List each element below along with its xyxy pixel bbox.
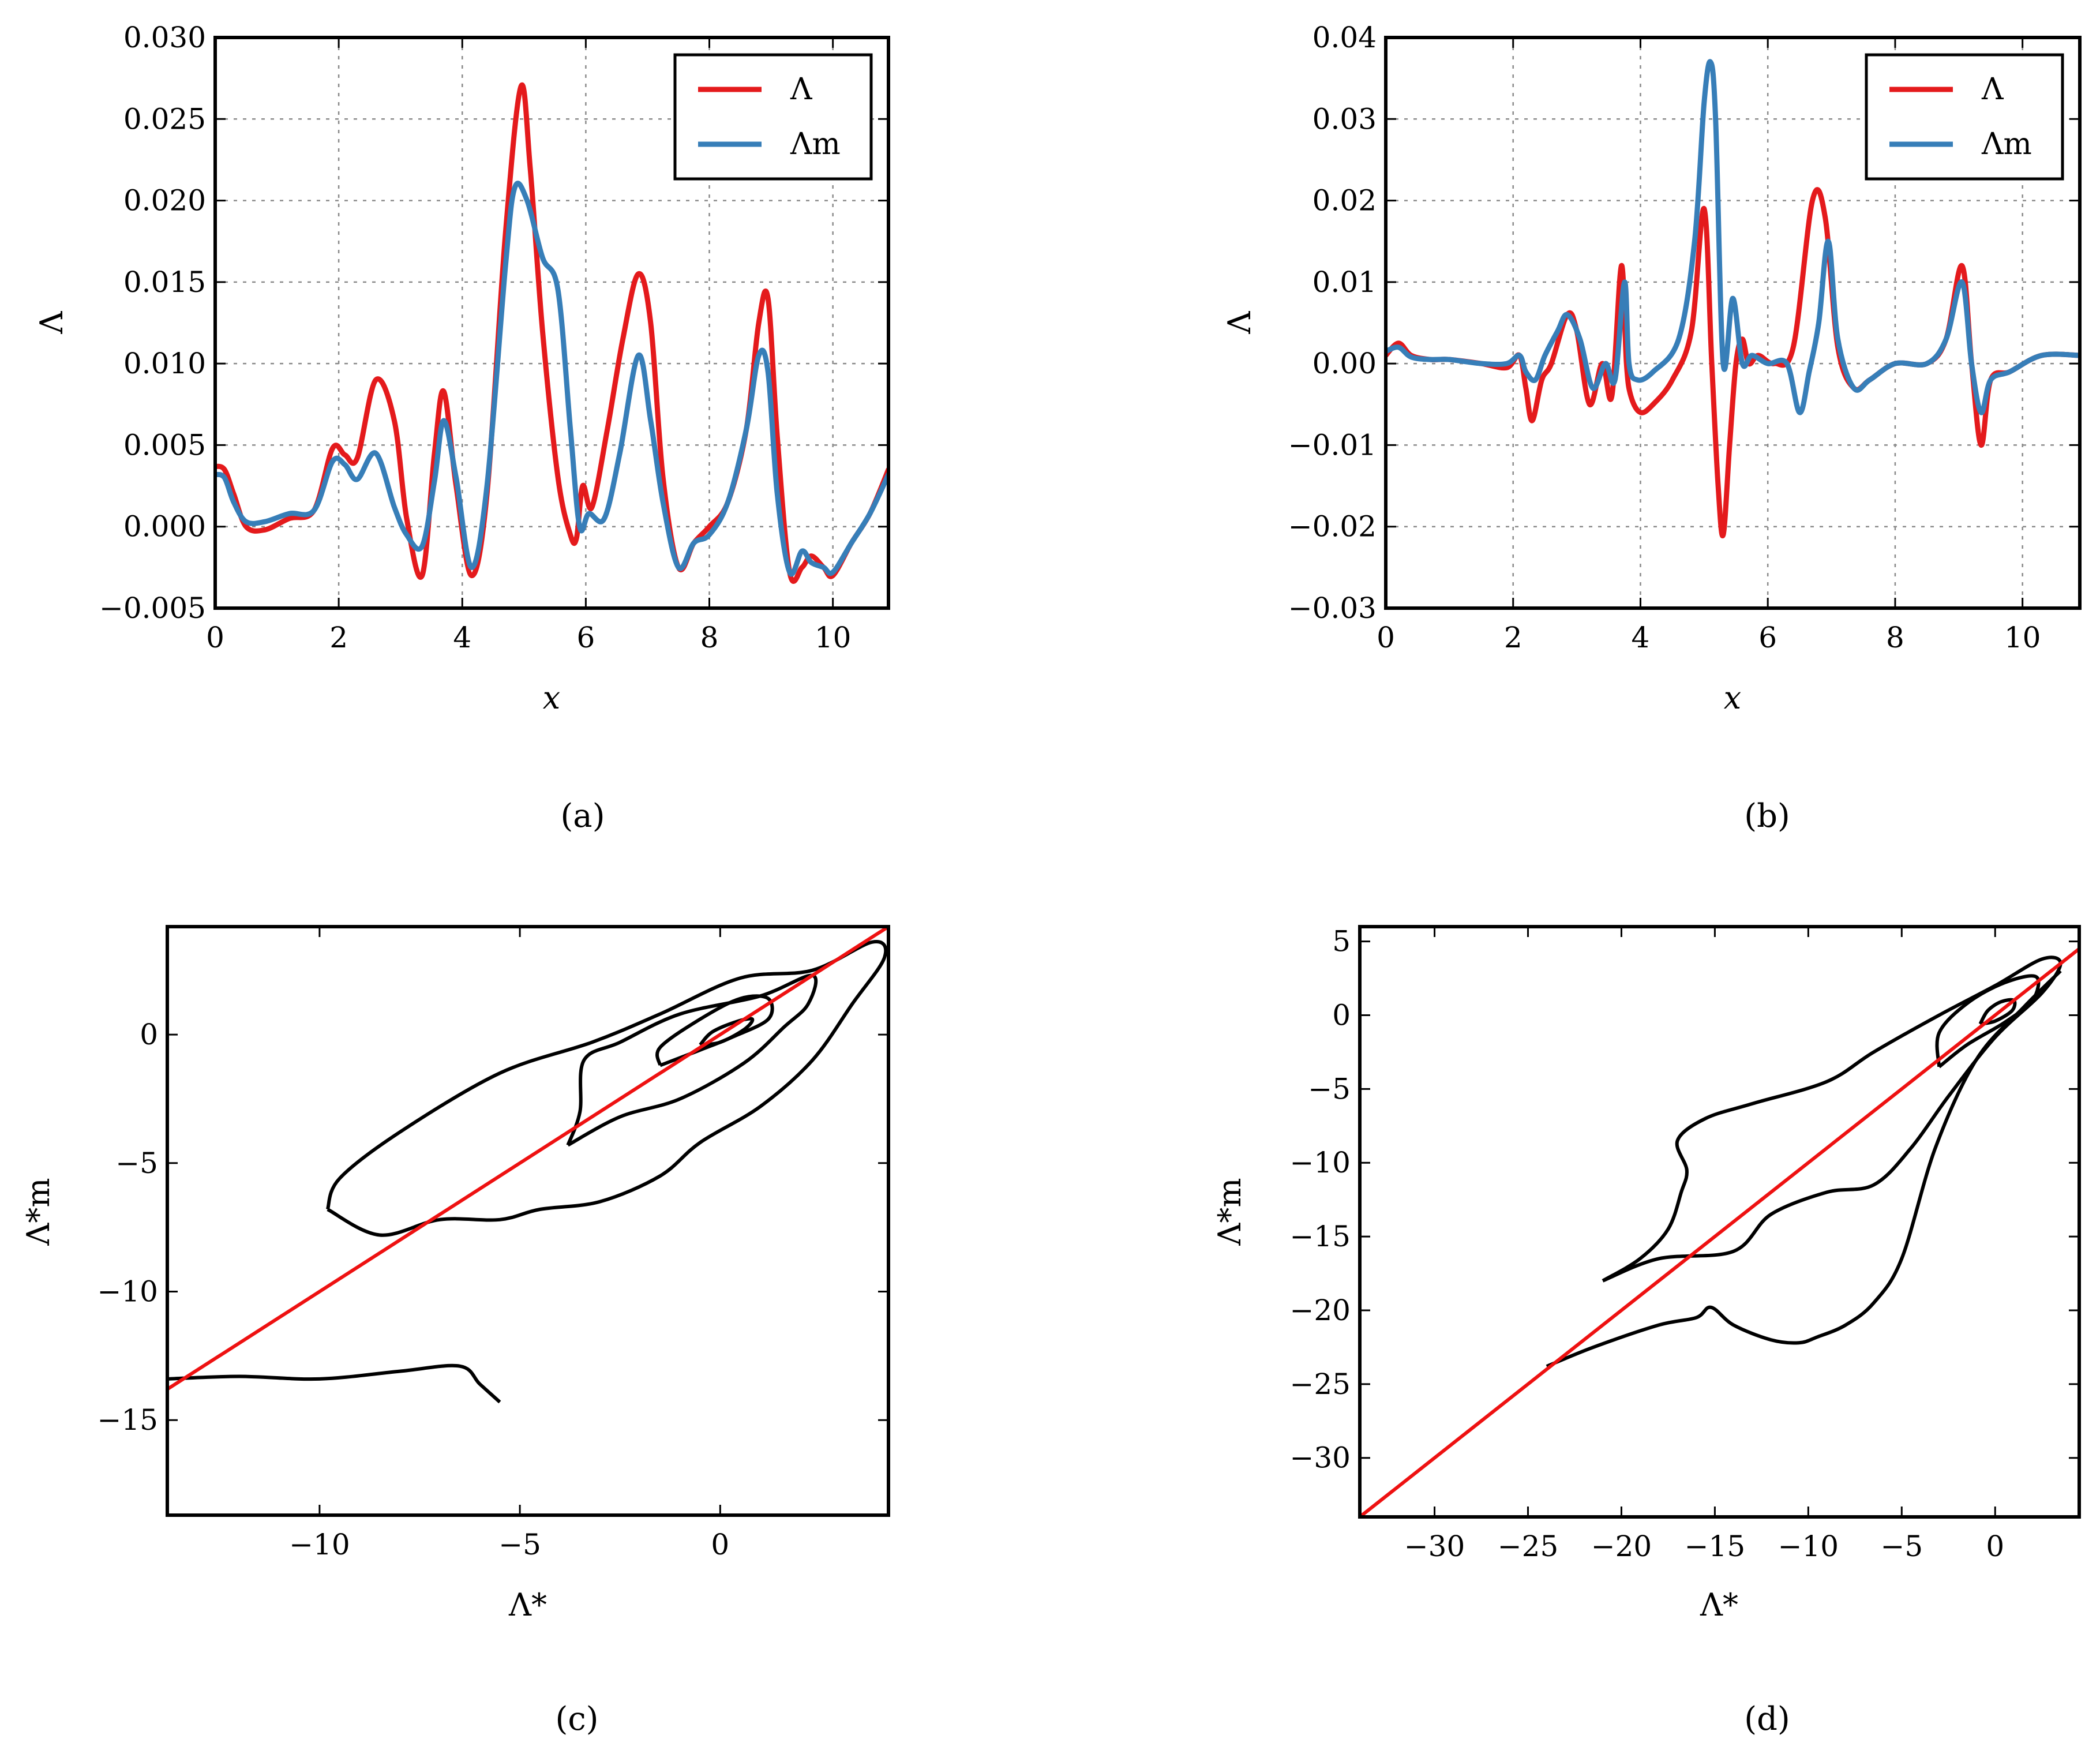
panel-a-legend-label-lambda-m: Λm bbox=[790, 127, 841, 162]
panel-d-contour-mid bbox=[1935, 974, 2041, 1069]
panel-c-contour-outer bbox=[566, 973, 818, 1147]
panel-d-xtick-label-6: 0 bbox=[1986, 1530, 2004, 1563]
panel-d-ytick-label-3: −15 bbox=[1289, 1220, 1351, 1253]
panel-d-ticks: −30 −25 −20 −15 −10 −5 0 −30 −25 −20 −15 −10 −5 0 5 bbox=[1289, 925, 2079, 1563]
panel-c-xtick-label-0: −10 bbox=[289, 1528, 350, 1561]
panel-c-ytick-label-3: 0 bbox=[140, 1018, 158, 1051]
panel-d-ytick-label-1: −25 bbox=[1289, 1367, 1351, 1401]
panel-d-xtick-label-4: −10 bbox=[1778, 1530, 1839, 1563]
panel-d-plot-frame bbox=[1358, 925, 2081, 1519]
panel-a-xtick-label-5: 10 bbox=[815, 621, 852, 654]
panel-b: 0 2 4 6 8 10 −0.03 −0.02 −0.01 0.00 0.01 0.02 0.03 0.… bbox=[1221, 21, 2082, 835]
panel-a-xtick-label-1: 2 bbox=[329, 621, 348, 654]
panel-b-xtick-label-2: 4 bbox=[1632, 621, 1650, 654]
panel-d-contours bbox=[1360, 947, 2079, 1517]
panel-a-series bbox=[215, 82, 888, 584]
panel-a-legend-label-lambda: Λ bbox=[790, 72, 813, 107]
panel-a-series-lambda-line bbox=[215, 82, 888, 584]
panel-d-x-axis-label: Λ* bbox=[1700, 1587, 1738, 1623]
panel-a-caption: (a) bbox=[560, 797, 605, 835]
panel-c-identity-line bbox=[167, 927, 888, 1391]
panel-b-ytick-label-5: 0.02 bbox=[1312, 184, 1377, 218]
panel-b-legend-label-lambda-m: Λm bbox=[1981, 127, 2032, 162]
panel-a-xtick-label-4: 8 bbox=[700, 621, 719, 654]
panel-c-xtick-label-2: 0 bbox=[711, 1528, 729, 1561]
panel-b-xtick-label-1: 2 bbox=[1504, 621, 1522, 654]
panel-a-ytick-label-5: 0.020 bbox=[123, 184, 206, 218]
panel-b-series-lambda-m-line bbox=[1386, 59, 2080, 415]
panel-d: −30 −25 −20 −15 −10 −5 0 −30 −25 −20 −15 −10 −5 0 5 Λ*… bbox=[1212, 925, 2081, 1738]
panel-a-y-axis-label: Λ bbox=[33, 311, 70, 335]
panel-a-ytick-label-2: 0.005 bbox=[123, 428, 206, 462]
panel-b-ticks: 0 2 4 6 8 10 −0.03 −0.02 −0.01 0.00 0.01 0.02 0.03 0.… bbox=[1288, 21, 2080, 654]
panel-b-legend: Λ Λm bbox=[1865, 53, 2064, 181]
panel-c-ytick-label-0: −15 bbox=[97, 1403, 158, 1437]
panel-c-xtick-label-1: −5 bbox=[498, 1528, 541, 1561]
panel-c-ticks: −10 −5 0 −15 −10 −5 0 bbox=[97, 927, 888, 1561]
panel-a-ytick-label-6: 0.025 bbox=[123, 102, 206, 136]
panel-d-xtick-label-2: −20 bbox=[1591, 1530, 1652, 1563]
panel-b-plot-frame bbox=[1384, 36, 2082, 610]
panel-a-ytick-label-3: 0.010 bbox=[123, 347, 206, 380]
panel-a-ytick-label-7: 0.030 bbox=[123, 21, 206, 54]
panel-b-xtick-label-3: 6 bbox=[1758, 621, 1777, 654]
panel-b-ytick-label-6: 0.03 bbox=[1312, 102, 1377, 136]
panel-b-ytick-label-0: −0.03 bbox=[1288, 591, 1377, 625]
panel-d-caption: (d) bbox=[1744, 1700, 1790, 1738]
panel-d-ytick-label-4: −10 bbox=[1289, 1146, 1351, 1179]
panel-a: 0 2 4 6 8 10 −0.005 0.000 0.005 0.010 0.015 0.020 0.… bbox=[33, 21, 890, 835]
panel-a-x-axis-label: x bbox=[543, 680, 560, 716]
panel-b-ytick-label-3: 0.00 bbox=[1312, 347, 1377, 380]
panel-b-ytick-label-1: −0.02 bbox=[1288, 510, 1377, 544]
panel-c-contours bbox=[167, 927, 888, 1404]
panel-d-xtick-label-3: −15 bbox=[1685, 1530, 1746, 1563]
panel-b-caption: (b) bbox=[1744, 797, 1790, 835]
panel-b-y-axis-label: Λ bbox=[1221, 311, 1258, 335]
panel-b-xtick-label-5: 10 bbox=[2004, 621, 2041, 654]
panel-a-ytick-label-0: −0.005 bbox=[99, 591, 206, 625]
panel-d-y-axis-label: Λ*m bbox=[1212, 1178, 1248, 1246]
panel-a-xtick-label-0: 0 bbox=[206, 621, 224, 654]
panel-c-contour-outermost bbox=[325, 940, 888, 1237]
panel-c-contour-mid bbox=[655, 994, 774, 1067]
panel-b-ytick-label-2: −0.01 bbox=[1288, 428, 1377, 462]
panel-a-ticks: 0 2 4 6 8 10 −0.005 0.000 0.005 0.010 0.015 0.020 0.… bbox=[99, 21, 888, 654]
panel-d-ytick-label-5: −5 bbox=[1308, 1072, 1351, 1106]
panel-d-ytick-label-6: 0 bbox=[1332, 998, 1351, 1032]
panel-d-contour-outer bbox=[1602, 955, 2062, 1283]
panel-d-xtick-label-0: −30 bbox=[1404, 1530, 1465, 1563]
panel-a-legend-box bbox=[673, 53, 873, 181]
panel-a-ytick-label-1: 0.000 bbox=[123, 510, 206, 544]
panel-a-xtick-label-2: 4 bbox=[453, 621, 471, 654]
panel-c: −10 −5 0 −15 −10 −5 0 Λ* Λ*m (c) bbox=[20, 925, 890, 1738]
panel-a-legend: Λ Λm bbox=[673, 53, 873, 181]
panel-b-xtick-label-4: 8 bbox=[1886, 621, 1904, 654]
panel-b-ytick-label-7: 0.04 bbox=[1312, 21, 1377, 54]
panel-d-contour-outermost bbox=[1546, 969, 2062, 1368]
panel-b-series bbox=[1386, 59, 2080, 539]
panel-c-plot-frame bbox=[166, 925, 890, 1517]
panel-a-series-lambda-m-line bbox=[215, 181, 888, 577]
panel-c-x-axis-label: Λ* bbox=[508, 1587, 547, 1623]
panel-a-plot-frame bbox=[213, 36, 890, 610]
panel-d-ytick-label-2: −20 bbox=[1289, 1294, 1351, 1327]
panel-c-y-axis-label: Λ*m bbox=[20, 1178, 57, 1246]
panel-b-x-axis-label: x bbox=[1724, 680, 1741, 716]
panel-a-ytick-label-4: 0.015 bbox=[123, 265, 206, 299]
panel-b-xtick-label-0: 0 bbox=[1377, 621, 1395, 654]
panel-b-legend-label-lambda: Λ bbox=[1981, 72, 2004, 107]
panel-c-ytick-label-1: −10 bbox=[97, 1275, 158, 1308]
panel-d-xtick-label-1: −25 bbox=[1498, 1530, 1559, 1563]
panel-a-xtick-label-3: 6 bbox=[576, 621, 595, 654]
panel-c-ytick-label-2: −5 bbox=[115, 1146, 158, 1180]
panel-c-caption: (c) bbox=[555, 1700, 598, 1738]
panel-b-ytick-label-4: 0.01 bbox=[1312, 265, 1377, 299]
panel-c-contour-tail bbox=[167, 1363, 501, 1404]
panel-d-identity-line bbox=[1360, 947, 2079, 1517]
panel-d-ytick-label-0: −30 bbox=[1289, 1441, 1351, 1475]
panel-d-xtick-label-5: −5 bbox=[1880, 1530, 1923, 1563]
panel-d-ytick-label-7: 5 bbox=[1332, 925, 1351, 958]
panel-b-legend-box bbox=[1865, 53, 2064, 181]
